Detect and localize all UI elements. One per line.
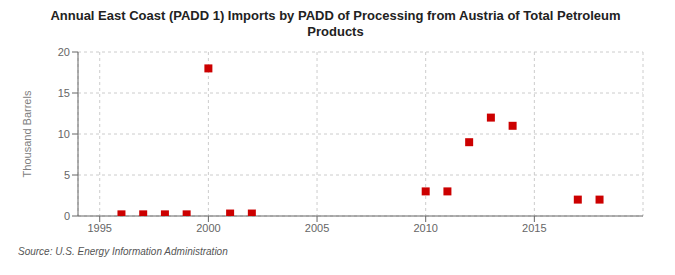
svg-text:2000: 2000 [196, 222, 220, 234]
svg-text:Thousand Barrels: Thousand Barrels [21, 90, 33, 177]
svg-text:1995: 1995 [87, 222, 111, 234]
svg-text:2010: 2010 [413, 222, 437, 234]
svg-text:5: 5 [64, 169, 70, 181]
svg-text:2005: 2005 [305, 222, 329, 234]
svg-text:10: 10 [58, 128, 70, 140]
svg-text:20: 20 [58, 46, 70, 58]
svg-text:0: 0 [64, 210, 70, 222]
svg-text:2015: 2015 [522, 222, 546, 234]
html-text:Annual East Coast (PADD 1) Imp: Annual East Coast (PADD 1) Imports by PA… [50, 8, 621, 39]
svg-text:15: 15 [58, 87, 70, 99]
html-text:Source: U.S. Energy Informatio: Source: U.S. Energy Information Administ… [18, 246, 228, 257]
